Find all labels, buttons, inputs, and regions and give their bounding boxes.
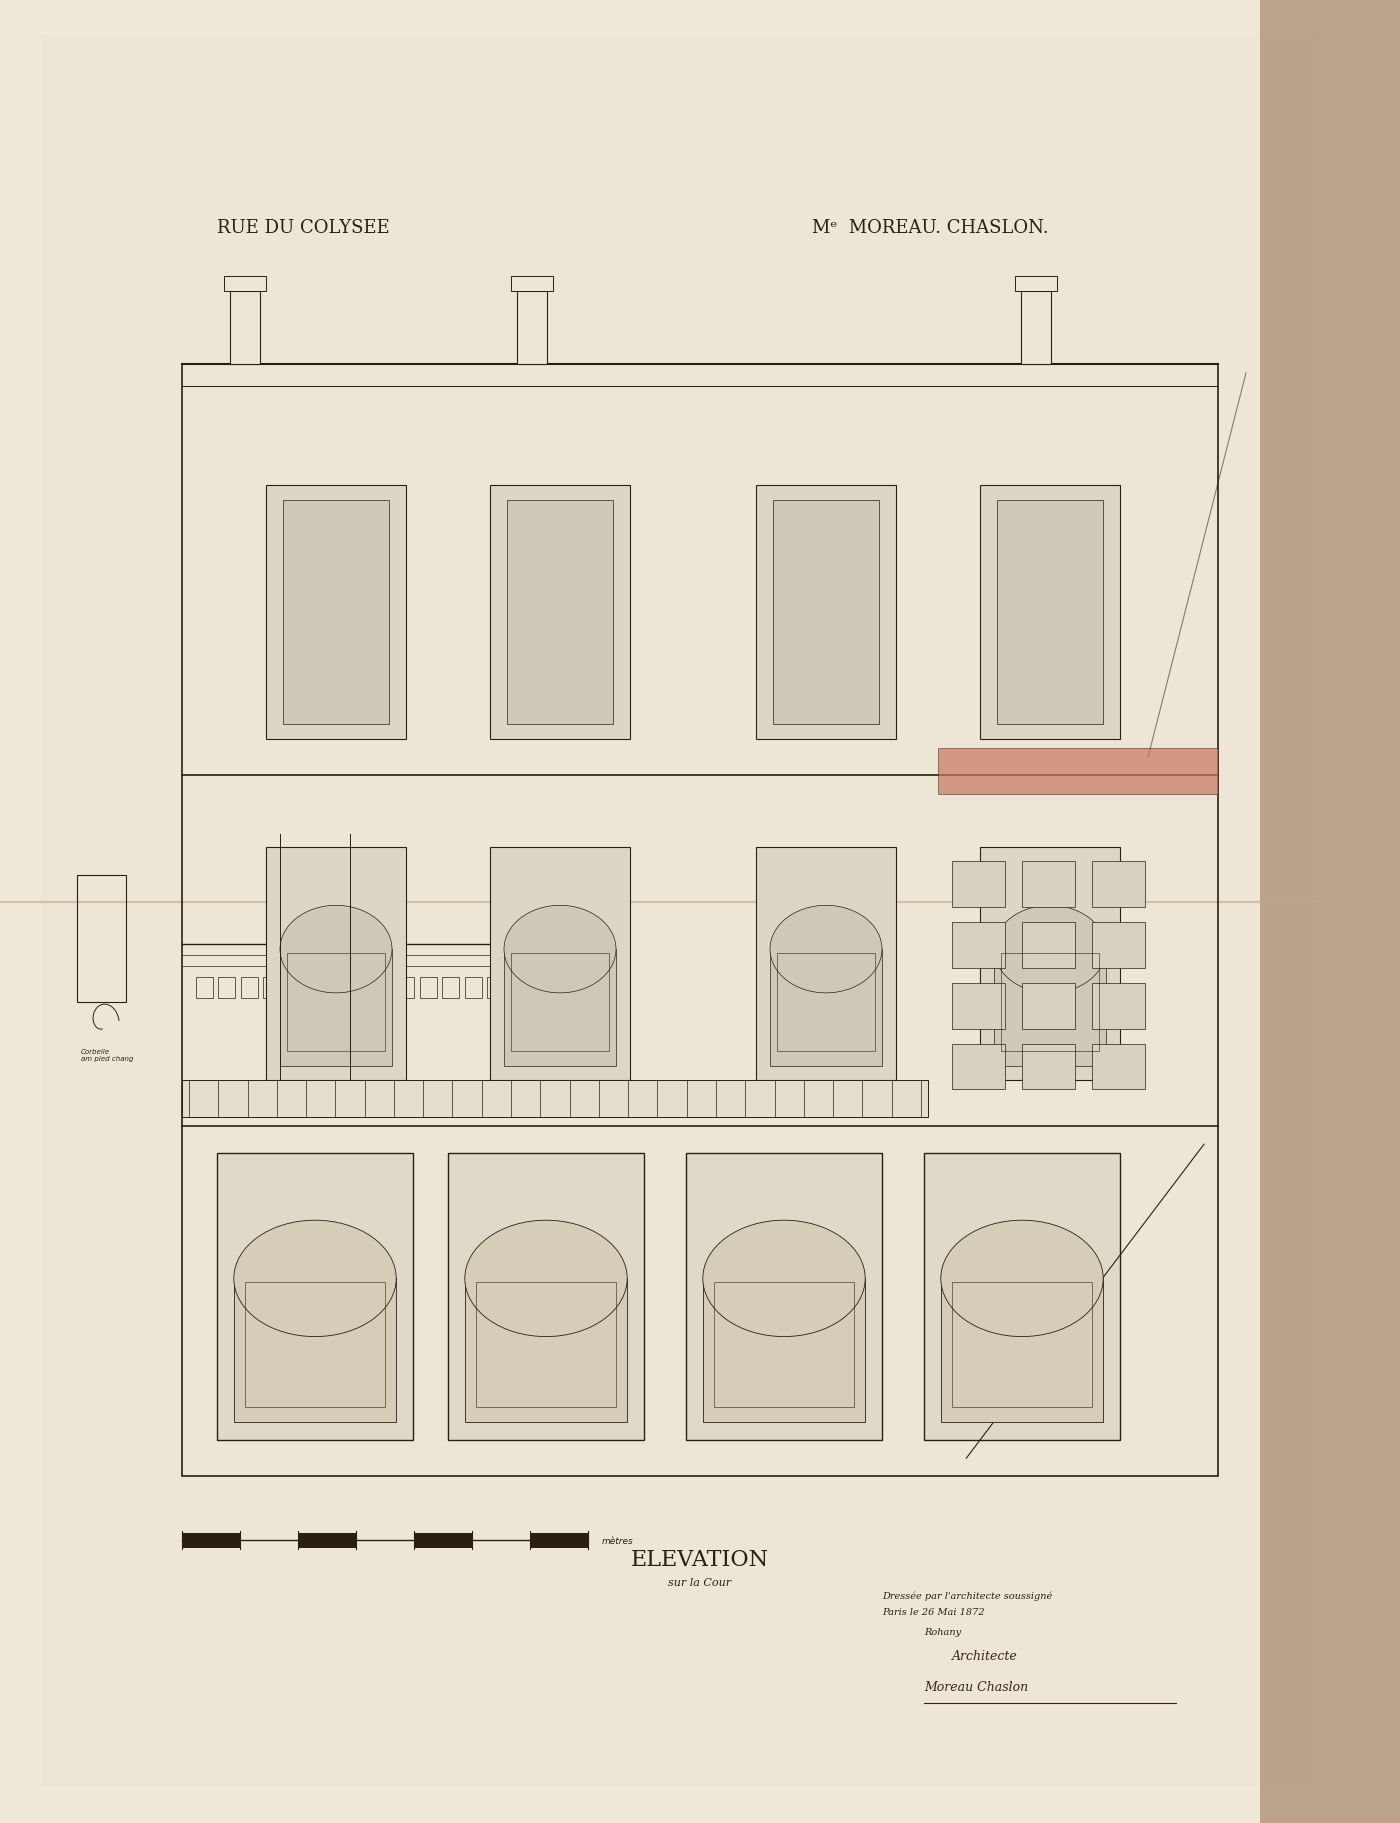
Text: RUE DU COLYSEE: RUE DU COLYSEE (217, 219, 389, 237)
Text: Paris le 26 Mai 1872: Paris le 26 Mai 1872 (882, 1608, 984, 1615)
Bar (1022, 922, 1075, 968)
Bar (487, 977, 504, 999)
Bar (245, 1282, 385, 1407)
Bar (1092, 860, 1145, 908)
Bar (476, 1282, 616, 1407)
Bar (298, 1533, 356, 1548)
Bar (196, 977, 213, 999)
Bar (952, 922, 1005, 968)
Bar (1092, 922, 1145, 968)
Bar (182, 1533, 239, 1548)
Bar (465, 977, 482, 999)
Bar (980, 485, 1120, 740)
Bar (773, 500, 879, 726)
Bar (182, 365, 1218, 1477)
Bar (1092, 1045, 1145, 1090)
Ellipse shape (234, 1221, 396, 1336)
Ellipse shape (703, 1221, 865, 1336)
Ellipse shape (770, 906, 882, 994)
Bar (777, 953, 875, 1052)
Bar (465, 1278, 627, 1422)
Bar (1022, 1045, 1075, 1090)
Bar (941, 1278, 1103, 1422)
Bar (287, 953, 385, 1052)
Bar (997, 500, 1103, 726)
Text: Moreau Chaslon: Moreau Chaslon (924, 1679, 1028, 1694)
Bar (1092, 983, 1145, 1028)
Bar (994, 950, 1106, 1066)
Bar (1260, 0, 1400, 1823)
Bar (952, 1282, 1092, 1407)
Text: Corbelle
am pied chang: Corbelle am pied chang (81, 1048, 133, 1061)
Ellipse shape (465, 1221, 627, 1336)
Bar (375, 977, 392, 999)
Bar (924, 1154, 1120, 1440)
Bar (283, 500, 389, 726)
Bar (952, 1045, 1005, 1090)
Ellipse shape (280, 906, 392, 994)
Text: mètres: mètres (602, 1537, 634, 1544)
Bar (952, 983, 1005, 1028)
Bar (1021, 292, 1051, 365)
Bar (1015, 277, 1057, 292)
Bar (217, 1154, 413, 1440)
Bar (182, 1081, 928, 1117)
Bar (703, 1278, 865, 1422)
Bar (531, 1533, 588, 1548)
Bar (234, 1278, 396, 1422)
Bar (490, 848, 630, 1081)
Bar (1022, 983, 1075, 1028)
Text: Architecte: Architecte (952, 1648, 1018, 1663)
Bar (504, 950, 616, 1066)
Text: Rohany: Rohany (924, 1628, 962, 1635)
Bar (266, 485, 406, 740)
Bar (1022, 860, 1075, 908)
Bar (414, 1533, 472, 1548)
Bar (280, 950, 392, 1066)
Bar (507, 500, 613, 726)
Bar (286, 977, 302, 999)
Text: sur la Cour: sur la Cour (668, 1577, 732, 1588)
Bar (938, 749, 1218, 795)
Bar (230, 292, 260, 365)
Bar (442, 977, 459, 999)
Bar (1001, 953, 1099, 1052)
Bar (263, 977, 280, 999)
Bar (398, 977, 414, 999)
Text: Dressée par l'architecte soussigné: Dressée par l'architecte soussigné (882, 1590, 1053, 1601)
Bar (756, 848, 896, 1081)
Bar (756, 485, 896, 740)
Bar (952, 860, 1005, 908)
Bar (241, 977, 258, 999)
Bar (330, 977, 347, 999)
Ellipse shape (504, 906, 616, 994)
Bar (517, 292, 547, 365)
Bar (714, 1282, 854, 1407)
Bar (511, 953, 609, 1052)
Bar (266, 848, 406, 1081)
Ellipse shape (994, 906, 1106, 994)
Bar (224, 277, 266, 292)
Bar (353, 977, 370, 999)
Ellipse shape (941, 1221, 1103, 1336)
Bar (420, 977, 437, 999)
Text: ELEVATION: ELEVATION (631, 1548, 769, 1570)
Bar (511, 277, 553, 292)
Bar (77, 875, 126, 1003)
Bar (448, 1154, 644, 1440)
Bar (686, 1154, 882, 1440)
Text: Mᵉ  MOREAU. CHASLON.: Mᵉ MOREAU. CHASLON. (812, 219, 1049, 237)
Bar (218, 977, 235, 999)
Bar (490, 485, 630, 740)
Bar (980, 848, 1120, 1081)
Bar (308, 977, 325, 999)
Bar (770, 950, 882, 1066)
